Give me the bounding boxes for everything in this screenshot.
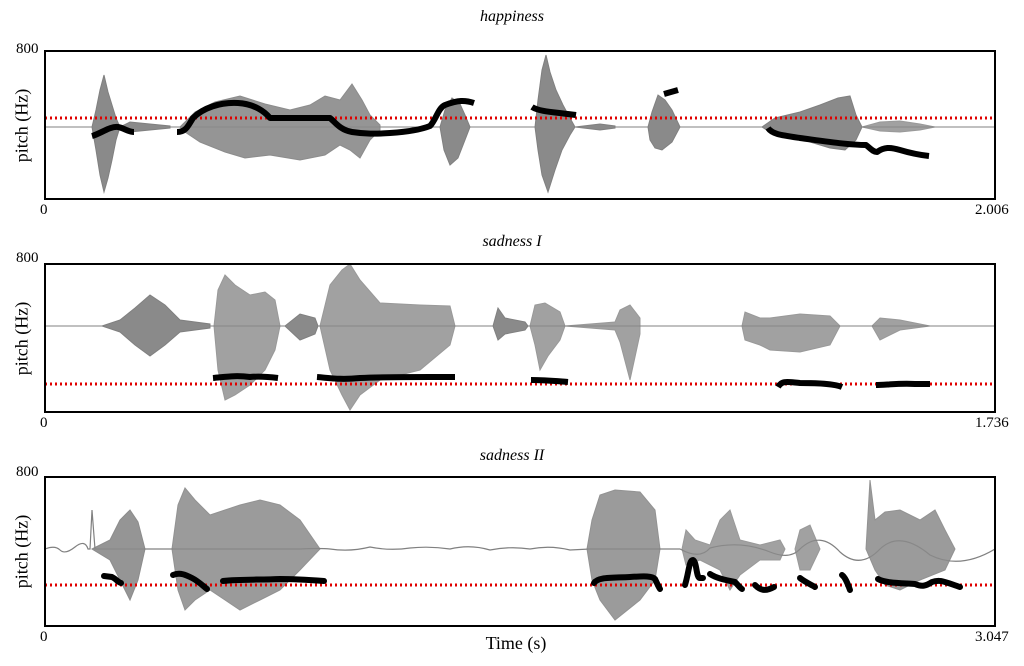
pitch-contour: [101, 557, 963, 593]
panel-sadness-2: [45, 479, 995, 621]
panel-happiness: [45, 54, 995, 194]
x-tick-min-1: 0: [40, 202, 48, 218]
x-axis-label: Time (s): [485, 633, 547, 653]
x-tick-max-1: 2.006: [975, 202, 1009, 218]
panel-sadness-1: [45, 264, 995, 411]
panel-title-sadness-2: sadness II: [479, 447, 545, 464]
panel-frame-3: [44, 476, 996, 627]
y-tick-max-1: 800: [16, 41, 39, 57]
panel-title-happiness: happiness: [480, 8, 544, 25]
y-tick-max-3: 800: [16, 464, 39, 480]
pitch-contour: [212, 373, 930, 390]
x-tick-max-3: 3.047: [975, 629, 1009, 645]
waveform: [45, 479, 995, 621]
panel-title-sadness-1: sadness I: [482, 233, 542, 250]
panel-frame-2: [44, 263, 996, 413]
x-tick-min-2: 0: [40, 415, 48, 431]
y-tick-max-2: 800: [16, 250, 39, 266]
x-tick-min-3: 0: [40, 629, 48, 645]
x-tick-max-2: 1.736: [975, 415, 1009, 431]
waveform: [45, 264, 995, 411]
panel-frame-1: [44, 50, 996, 200]
pitch-contour: [91, 87, 930, 159]
